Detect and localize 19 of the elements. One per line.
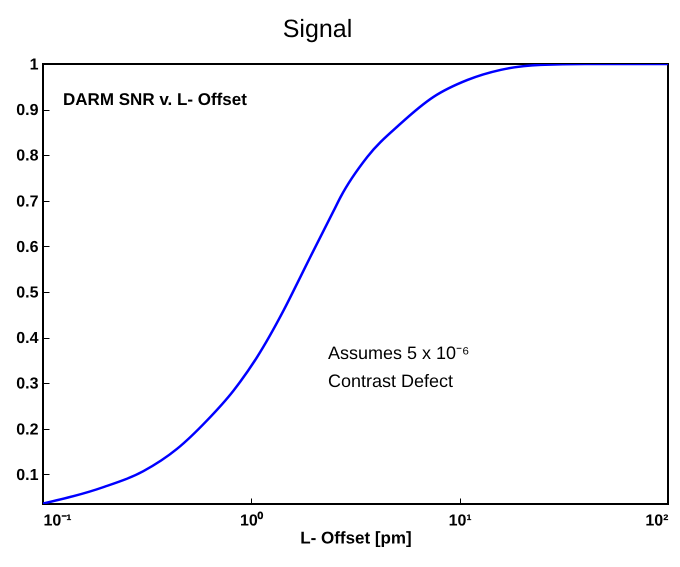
y-tick-label: 0.7 bbox=[16, 193, 39, 210]
y-tick-label: 1 bbox=[30, 56, 39, 74]
y-tick-label: 0.5 bbox=[16, 284, 39, 302]
y-tick-label: 0.8 bbox=[16, 148, 39, 165]
annotation: Contrast Defect bbox=[328, 371, 454, 391]
x-tick-label: 10⁻¹ bbox=[44, 512, 72, 530]
annotation: Assumes 5 x 10⁻⁶ bbox=[328, 343, 470, 363]
y-tick-label: 0.9 bbox=[16, 102, 39, 120]
y-tick-label: 0.4 bbox=[16, 330, 39, 348]
x-tick-label: 10² bbox=[645, 512, 668, 530]
annotation: DARM SNR v. L- Offset bbox=[63, 90, 248, 109]
chart-title: Signal bbox=[282, 15, 352, 43]
x-axis-title: L- Offset [pm] bbox=[300, 528, 412, 548]
x-tick-label: 10¹ bbox=[448, 512, 472, 530]
y-tick-label: 0.2 bbox=[16, 421, 39, 438]
x-tick-label: 10⁰ bbox=[240, 512, 264, 530]
y-tick-label: 0.6 bbox=[16, 238, 39, 256]
y-tick-label: 0.1 bbox=[16, 466, 39, 484]
y-tick-label: 0.3 bbox=[16, 376, 39, 393]
